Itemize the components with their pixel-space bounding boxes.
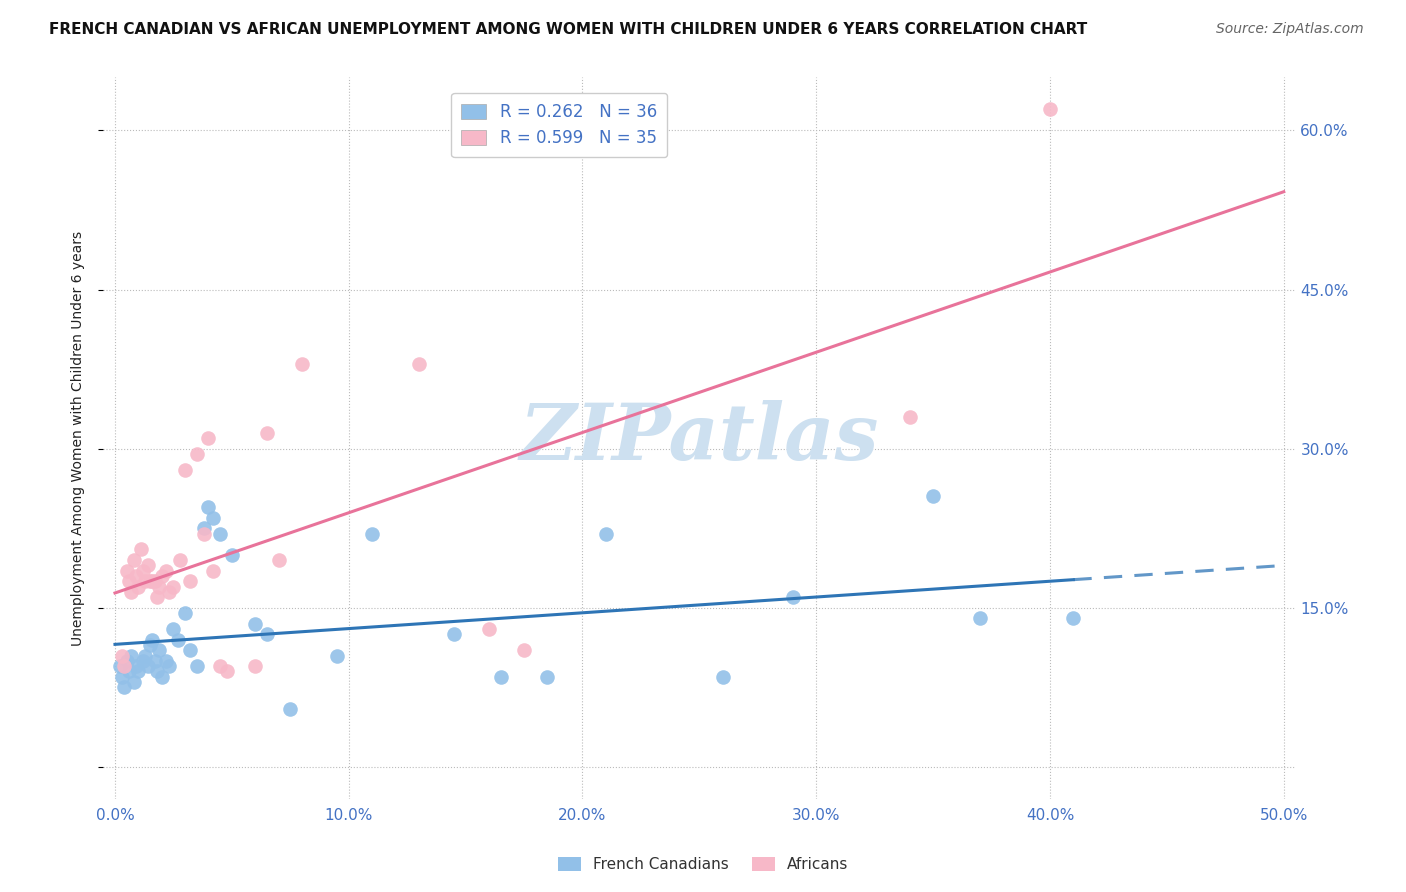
Point: [179, 574, 201, 589]
Point: [148, 580, 170, 594]
Point: [782, 591, 804, 605]
Point: [179, 643, 201, 657]
Point: [408, 357, 430, 371]
Point: [122, 675, 145, 690]
Point: [127, 580, 149, 594]
Point: [139, 638, 162, 652]
Point: [245, 659, 267, 673]
Point: [193, 521, 215, 535]
Point: [141, 632, 163, 647]
Point: [162, 580, 184, 594]
Point: [115, 564, 138, 578]
Point: [115, 654, 138, 668]
Point: [143, 574, 166, 589]
Point: [125, 659, 148, 673]
Point: [111, 670, 134, 684]
Point: [108, 659, 131, 673]
Point: [120, 648, 142, 663]
Point: [155, 564, 177, 578]
Point: [150, 569, 173, 583]
Point: [174, 463, 197, 477]
Point: [209, 526, 232, 541]
Point: [595, 526, 617, 541]
Point: [136, 558, 159, 573]
Point: [118, 665, 141, 679]
Point: [143, 654, 166, 668]
Point: [146, 591, 169, 605]
Point: [513, 643, 536, 657]
Point: [136, 659, 159, 673]
Point: [186, 659, 208, 673]
Point: [443, 627, 465, 641]
Point: [139, 574, 162, 589]
Point: [898, 409, 921, 424]
Point: [155, 654, 177, 668]
Text: FRENCH CANADIAN VS AFRICAN UNEMPLOYMENT AMONG WOMEN WITH CHILDREN UNDER 6 YEARS : FRENCH CANADIAN VS AFRICAN UNEMPLOYMENT …: [49, 22, 1087, 37]
Point: [169, 553, 191, 567]
Point: [129, 542, 152, 557]
Point: [217, 665, 239, 679]
Point: [209, 659, 232, 673]
Point: [197, 500, 219, 514]
Point: [174, 606, 197, 620]
Point: [141, 574, 163, 589]
Point: [1039, 102, 1062, 116]
Point: [256, 425, 278, 440]
Point: [221, 548, 243, 562]
Point: [120, 585, 142, 599]
Point: [112, 681, 135, 695]
Point: [167, 632, 190, 647]
Text: ZIPatlas: ZIPatlas: [520, 400, 879, 476]
Point: [157, 585, 180, 599]
Text: Source: ZipAtlas.com: Source: ZipAtlas.com: [1216, 22, 1364, 37]
Point: [1062, 611, 1084, 625]
Point: [112, 659, 135, 673]
Point: [969, 611, 991, 625]
Point: [202, 564, 225, 578]
Point: [111, 648, 134, 663]
Y-axis label: Unemployment Among Women with Children Under 6 years: Unemployment Among Women with Children U…: [72, 230, 86, 646]
Point: [361, 526, 384, 541]
Point: [122, 553, 145, 567]
Point: [127, 665, 149, 679]
Point: [245, 616, 267, 631]
Point: [134, 648, 156, 663]
Point: [197, 431, 219, 445]
Point: [267, 553, 290, 567]
Point: [278, 701, 301, 715]
Point: [291, 357, 314, 371]
Point: [118, 574, 141, 589]
Legend: French Canadians, Africans: French Canadians, Africans: [550, 849, 856, 880]
Point: [536, 670, 558, 684]
Point: [125, 569, 148, 583]
Point: [478, 622, 501, 636]
Point: [193, 526, 215, 541]
Point: [489, 670, 512, 684]
Point: [922, 490, 945, 504]
Point: [157, 659, 180, 673]
Point: [132, 654, 155, 668]
Point: [150, 670, 173, 684]
Legend: R = 0.262   N = 36, R = 0.599   N = 35: R = 0.262 N = 36, R = 0.599 N = 35: [451, 93, 666, 157]
Point: [256, 627, 278, 641]
Point: [162, 622, 184, 636]
Point: [186, 447, 208, 461]
Point: [148, 643, 170, 657]
Point: [134, 574, 156, 589]
Point: [326, 648, 349, 663]
Point: [132, 564, 155, 578]
Point: [202, 510, 225, 524]
Point: [146, 665, 169, 679]
Point: [711, 670, 734, 684]
